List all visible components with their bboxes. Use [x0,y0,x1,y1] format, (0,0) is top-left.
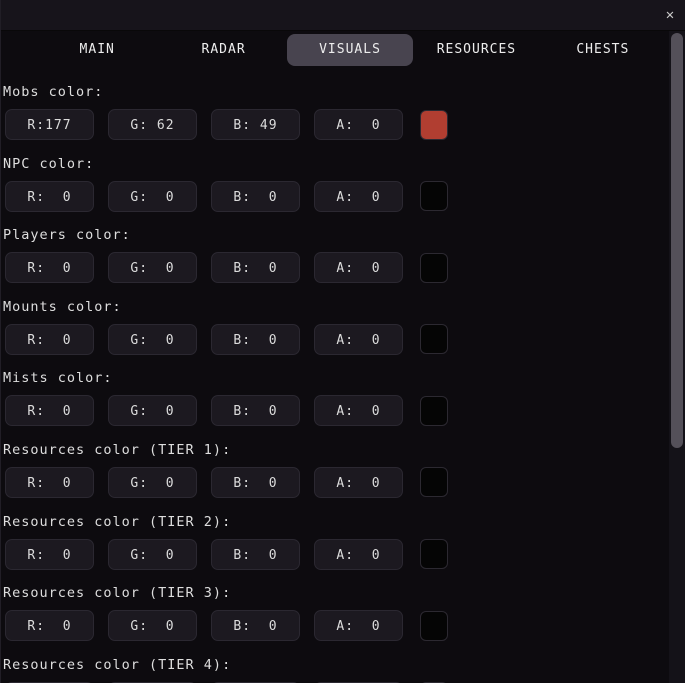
section-label: Players color: [3,227,131,244]
tier1-a-input[interactable]: A: 0 [314,466,403,498]
section-label: Mounts color: [3,298,122,315]
section-label: Mobs color: [3,84,104,100]
resources-tier4-color-section: Resources color (TIER 4): [3,655,665,683]
rgba-row: R: 0 G: 0 B: 0 A: 0 [5,610,665,642]
mobs-color-section: Mobs color: R:177 G: 62 B: 49 A: 0 [3,82,665,140]
tier3-color-swatch[interactable] [420,610,448,641]
players-a-input[interactable]: A: 0 [314,252,403,284]
players-color-section: Players color: R: 0 G: 0 B: 0 A: 0 [3,225,665,284]
npc-r-input[interactable]: R: 0 [5,180,94,212]
players-b-input[interactable]: B: 0 [211,252,300,284]
resources-tier3-color-section: Resources color (TIER 3): R: 0 G: 0 B: 0… [3,583,665,642]
resources-tier1-color-section: Resources color (TIER 1): R: 0 G: 0 B: 0… [3,440,665,498]
tab-bar: MAIN RADAR VISUALS RESOURCES CHESTS [34,31,666,67]
close-icon[interactable]: ✕ [665,7,675,23]
tier2-r-input[interactable]: R: 0 [5,538,94,570]
titlebar: ✕ [1,0,685,31]
resources-tier2-color-section: Resources color (TIER 2): R: 0 G: 0 B: 0… [3,512,665,570]
mounts-a-input[interactable]: A: 0 [314,323,403,355]
mists-b-input[interactable]: B: 0 [211,395,300,427]
mobs-g-input[interactable]: G: 62 [108,109,197,140]
npc-color-swatch[interactable] [420,181,448,212]
rgba-row: R: 0 G: 0 B: 0 A: 0 [5,538,665,570]
rgba-row: R: 0 G: 0 B: 0 A: 0 [5,252,665,284]
tier3-a-input[interactable]: A: 0 [314,610,403,642]
tier3-b-input[interactable]: B: 0 [211,610,300,642]
rgba-row: R: 0 G: 0 B: 0 A: 0 [5,395,665,427]
mists-color-section: Mists color: R: 0 G: 0 B: 0 A: 0 [3,368,665,427]
mobs-a-input[interactable]: A: 0 [314,109,403,140]
mounts-color-swatch[interactable] [420,324,448,355]
npc-g-input[interactable]: G: 0 [108,180,197,212]
mounts-r-input[interactable]: R: 0 [5,323,94,355]
tab-main[interactable]: MAIN [79,42,115,57]
tier1-g-input[interactable]: G: 0 [108,466,197,498]
npc-a-input[interactable]: A: 0 [314,180,403,212]
tab-resources[interactable]: RESOURCES [436,42,517,57]
tier3-g-input[interactable]: G: 0 [108,610,197,642]
tier2-a-input[interactable]: A: 0 [314,538,403,570]
mounts-g-input[interactable]: G: 0 [108,323,197,355]
npc-color-section: NPC color: R: 0 G: 0 B: 0 A: 0 [3,154,665,212]
tier3-r-input[interactable]: R: 0 [5,610,94,642]
tier1-b-input[interactable]: B: 0 [211,466,300,498]
section-label: Resources color (TIER 3): [3,585,232,602]
rgba-row: R: 0 G: 0 B: 0 A: 0 [5,466,665,498]
mists-g-input[interactable]: G: 0 [108,395,197,427]
tab-visuals[interactable]: VISUALS [286,34,414,66]
section-label: Mists color: [3,370,113,387]
mobs-b-input[interactable]: B: 49 [211,109,300,140]
section-label: NPC color: [3,155,95,172]
rgba-row: R: 0 G: 0 B: 0 A: 0 [5,323,665,355]
section-label: Resources color (TIER 1): [3,441,232,458]
tier2-b-input[interactable]: B: 0 [211,538,300,570]
tier1-color-swatch[interactable] [420,467,448,498]
mists-color-swatch[interactable] [420,395,448,426]
mobs-r-input[interactable]: R:177 [5,109,94,140]
tier2-g-input[interactable]: G: 0 [108,538,197,570]
scrollbar-thumb[interactable] [671,33,683,448]
tab-chests[interactable]: CHESTS [576,42,630,57]
visuals-panel: Mobs color: R:177 G: 62 B: 49 A: 0 NPC c… [1,67,685,683]
npc-b-input[interactable]: B: 0 [211,180,300,212]
players-r-input[interactable]: R: 0 [5,252,94,284]
rgba-row: R:177 G: 62 B: 49 A: 0 [5,109,665,140]
tab-radar[interactable]: RADAR [201,42,246,57]
mobs-color-swatch[interactable] [420,109,448,140]
players-g-input[interactable]: G: 0 [108,252,197,284]
tier1-r-input[interactable]: R: 0 [5,466,94,498]
tier2-color-swatch[interactable] [420,539,448,570]
mists-r-input[interactable]: R: 0 [5,395,94,427]
mounts-color-section: Mounts color: R: 0 G: 0 B: 0 A: 0 [3,297,665,355]
rgba-row: R: 0 G: 0 B: 0 A: 0 [5,180,665,212]
mists-a-input[interactable]: A: 0 [314,395,403,427]
scrollbar-track[interactable] [669,31,685,683]
mounts-b-input[interactable]: B: 0 [211,323,300,355]
section-label: Resources color (TIER 2): [3,513,232,530]
section-label: Resources color (TIER 4): [3,656,232,673]
players-color-swatch[interactable] [420,252,448,283]
